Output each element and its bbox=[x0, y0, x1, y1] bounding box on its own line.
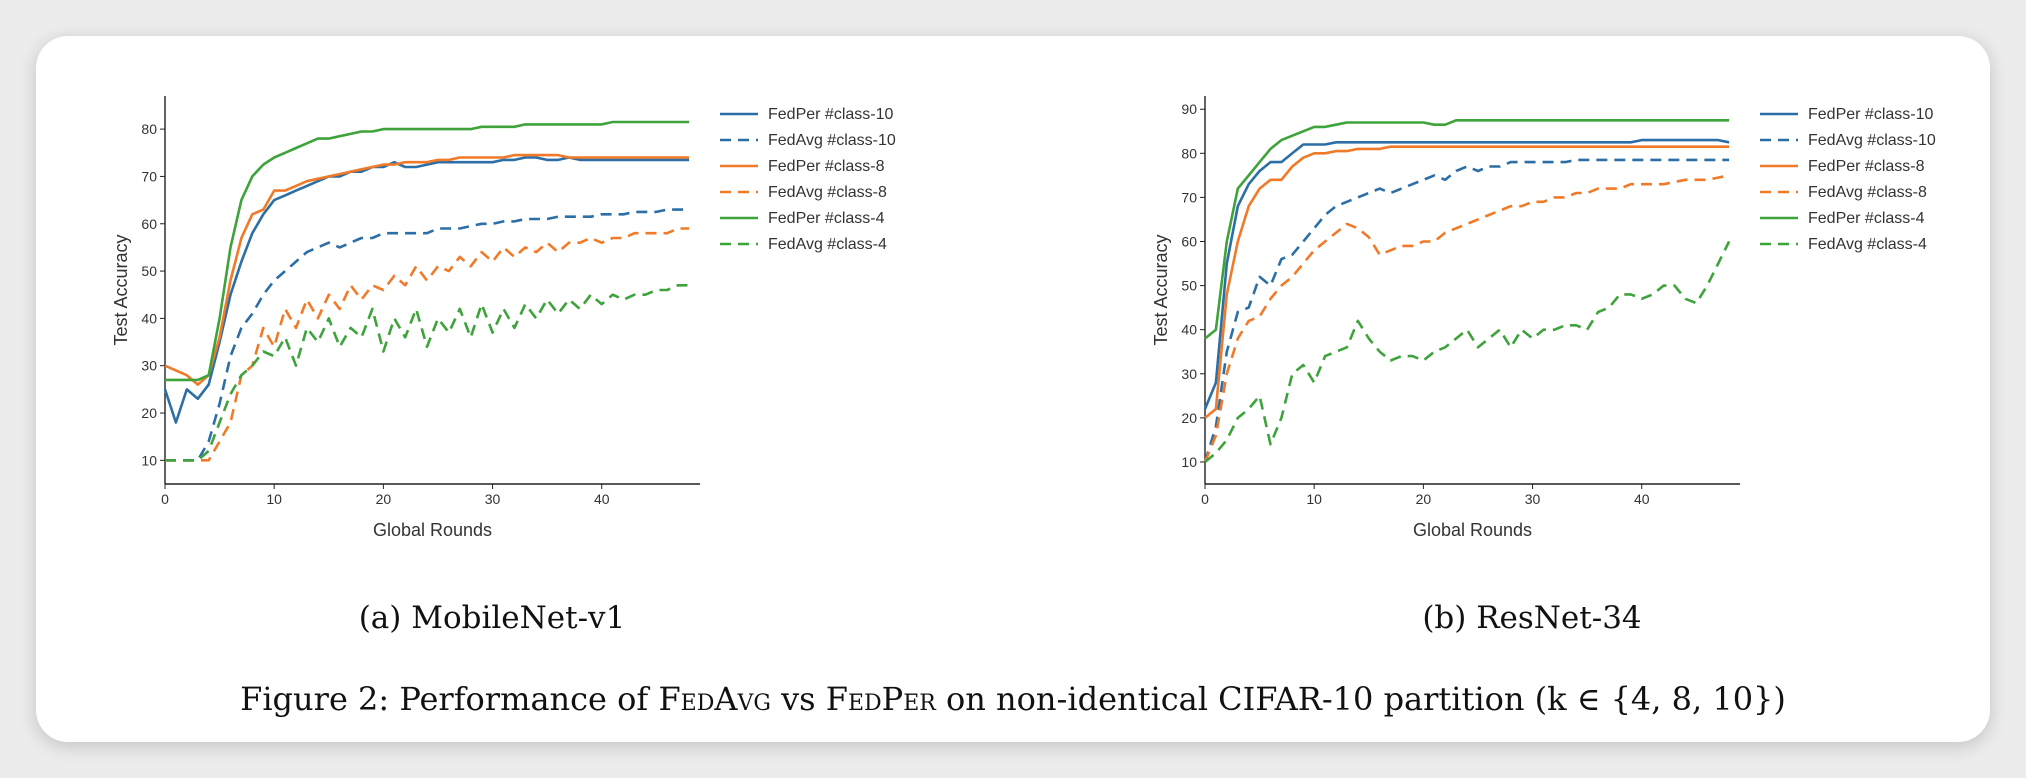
y-tick-label: 70 bbox=[1181, 189, 1197, 205]
legend-label: FedAvg #class-8 bbox=[1808, 184, 1927, 201]
y-tick-label: 30 bbox=[141, 358, 157, 374]
caption-fedper: FedPer bbox=[825, 680, 936, 718]
legend-label: FedAvg #class-4 bbox=[768, 236, 887, 253]
series-line bbox=[163, 156, 690, 424]
series-line bbox=[1204, 240, 1731, 464]
legend-label: FedAvg #class-10 bbox=[1808, 132, 1936, 149]
y-tick-label: 50 bbox=[141, 263, 157, 279]
x-tick-label: 10 bbox=[1306, 491, 1322, 507]
x-tick-label: 20 bbox=[1416, 491, 1432, 507]
y-tick-label: 10 bbox=[1181, 454, 1197, 470]
caption-prefix: Figure 2: Performance of bbox=[240, 680, 659, 718]
chart-resnet: 10 20 30 40 50 60 70 80 90 0 10 20 30 40 Global Rounds… bbox=[1151, 96, 1936, 540]
series-line bbox=[165, 208, 690, 462]
y-tick-label: 90 bbox=[1181, 101, 1197, 117]
legend-label: FedPer #class-8 bbox=[1808, 158, 1925, 175]
series-line bbox=[165, 120, 690, 382]
y-tick-label: 20 bbox=[1181, 410, 1197, 426]
series-line bbox=[1204, 119, 1730, 340]
series-line bbox=[1203, 158, 1730, 463]
y-tick-label: 60 bbox=[141, 216, 157, 232]
legend-label: FedPer #class-8 bbox=[768, 158, 885, 175]
legend-label: FedPer #class-10 bbox=[768, 106, 893, 123]
y-axis-label: Test Accuracy bbox=[111, 234, 131, 345]
series-line bbox=[1203, 138, 1730, 410]
y-tick-label: 30 bbox=[1181, 366, 1197, 382]
y-tick-label: 40 bbox=[141, 310, 157, 326]
y-tick-label: 80 bbox=[1181, 145, 1197, 161]
series-line bbox=[1203, 174, 1730, 463]
y-tick-label: 80 bbox=[141, 121, 157, 137]
y-tick-label: 20 bbox=[141, 405, 157, 421]
legend-label: FedAvg #class-8 bbox=[768, 184, 887, 201]
series-line bbox=[165, 284, 690, 462]
caption-fedavg: FedAvg bbox=[658, 680, 771, 718]
subcaption-a: (a) MobileNet-v1 bbox=[358, 600, 626, 636]
x-tick-label: 40 bbox=[1634, 491, 1650, 507]
x-tick-label: 20 bbox=[376, 491, 392, 507]
y-axis-label: Test Accuracy bbox=[1151, 234, 1171, 345]
y-tick-label: 10 bbox=[141, 452, 157, 468]
subcaption-b: (b) ResNet-34 bbox=[1422, 600, 1642, 636]
x-tick-label: 10 bbox=[266, 491, 282, 507]
series-line bbox=[164, 153, 690, 386]
caption-vs: vs bbox=[770, 680, 826, 718]
y-tick-label: 70 bbox=[141, 168, 157, 184]
legend-label: FedPer #class-4 bbox=[1808, 210, 1925, 227]
x-tick-label: 0 bbox=[161, 491, 169, 507]
y-tick-label: 40 bbox=[1181, 322, 1197, 338]
x-tick-label: 30 bbox=[485, 491, 501, 507]
legend-label: FedAvg #class-4 bbox=[1808, 236, 1927, 253]
legend-label: FedAvg #class-10 bbox=[768, 132, 896, 149]
legend-label: FedPer #class-4 bbox=[768, 210, 885, 227]
figure-card bbox=[36, 36, 1990, 742]
y-tick-label: 60 bbox=[1181, 234, 1197, 250]
x-tick-label: 30 bbox=[1525, 491, 1541, 507]
x-tick-label: 40 bbox=[594, 491, 610, 507]
legend-label: FedPer #class-10 bbox=[1808, 106, 1933, 123]
x-axis-label: Global Rounds bbox=[373, 520, 492, 540]
caption-suffix: on non-identical CIFAR-10 partition (k ∈… bbox=[935, 680, 1786, 718]
figure-caption: Figure 2: Performance of FedAvg vs FedPe… bbox=[0, 680, 2026, 718]
chart-mobilenet: 10 20 30 40 50 60 70 80 0 10 20 30 40 Global Rounds Te… bbox=[111, 96, 896, 540]
series-line bbox=[1204, 145, 1730, 419]
x-axis-label: Global Rounds bbox=[1413, 520, 1532, 540]
y-tick-label: 50 bbox=[1181, 278, 1197, 294]
x-tick-label: 0 bbox=[1201, 491, 1209, 507]
